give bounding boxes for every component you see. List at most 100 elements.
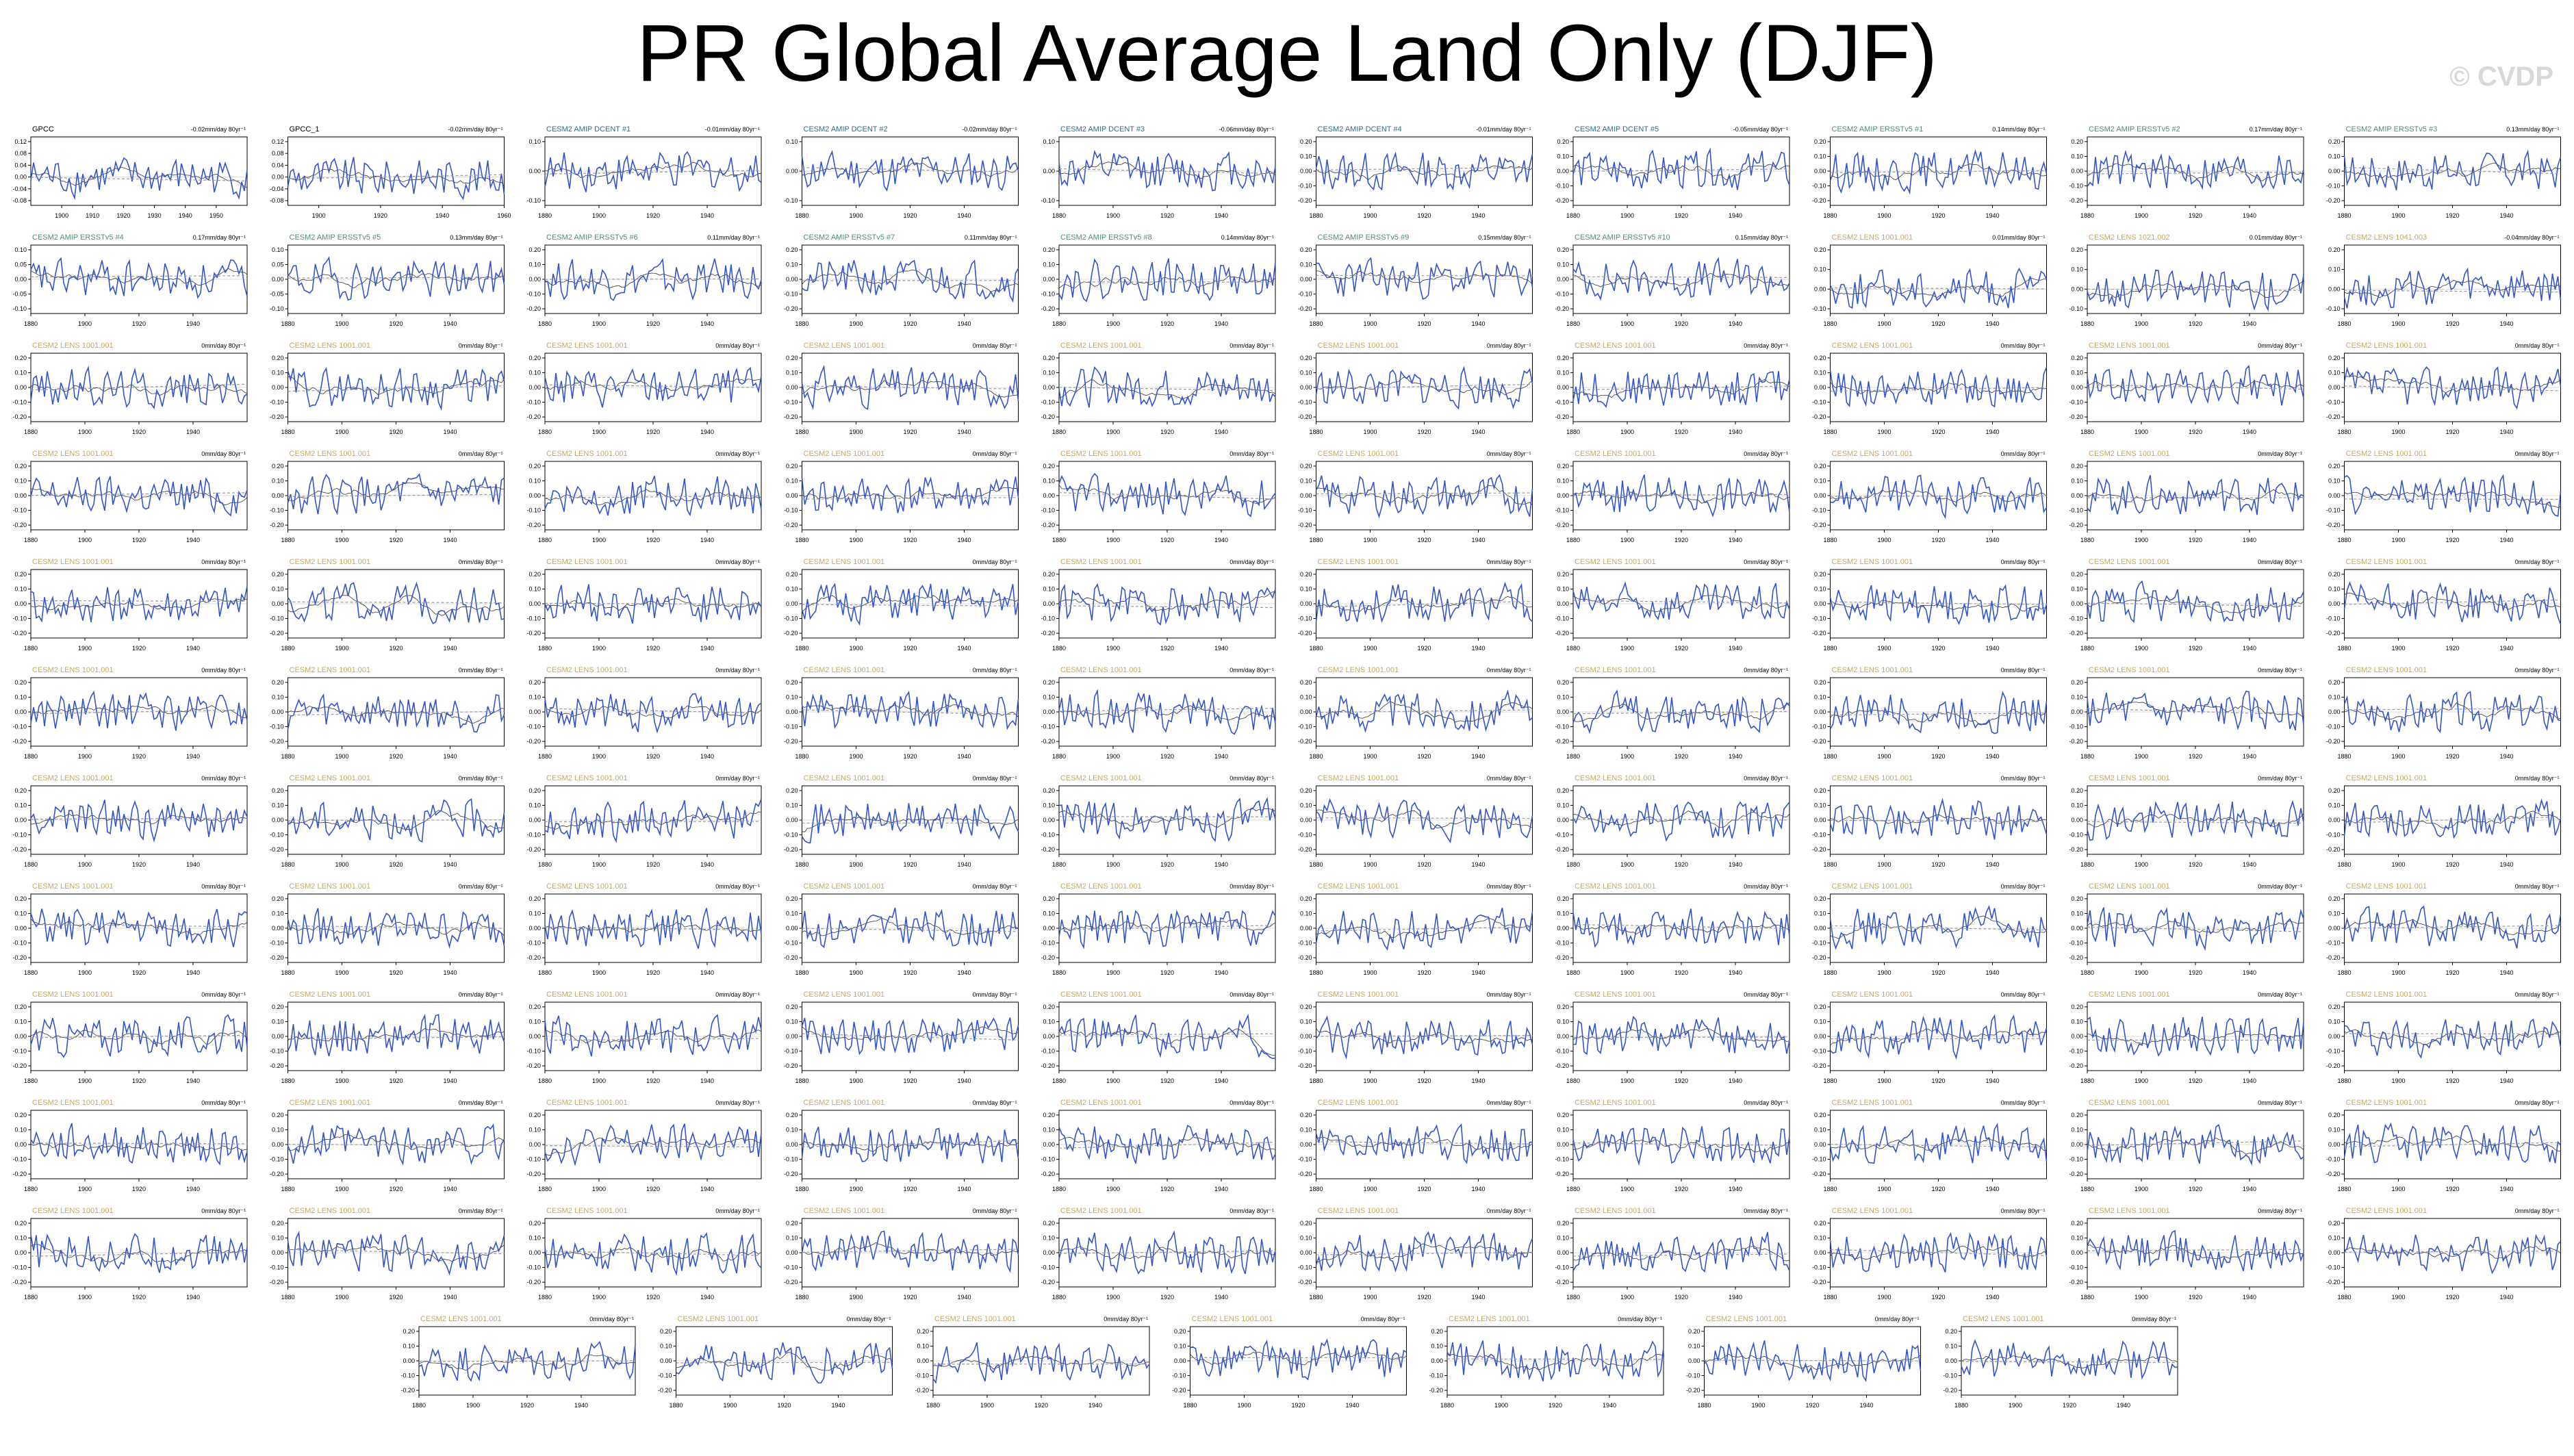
y-tick-label: 0.00: [1043, 1033, 1055, 1040]
x-tick-label: 1940: [1985, 861, 1999, 868]
panel-title: CESM2 LENS 1001.001: [290, 342, 371, 350]
x-tick-label: 1940: [2243, 861, 2256, 868]
trend-line: [544, 1250, 762, 1256]
panel-title: CESM2 AMIP ERSSTv5 #4: [32, 233, 124, 242]
x-tick-label: 1900: [1620, 645, 1634, 652]
x-tick-label: 1940: [1729, 212, 1742, 219]
y-tick-label: 0.00: [2071, 285, 2083, 292]
y-tick-label: 0.00: [2071, 168, 2083, 175]
x-tick-label: 1900: [1363, 753, 1377, 760]
series-line: [1058, 258, 1276, 303]
trend-line: [544, 602, 762, 605]
x-tick-label: 1900: [2135, 645, 2148, 652]
x-tick-label: 1900: [2009, 1402, 2022, 1409]
panel-title: CESM2 AMIP DCENT #3: [1060, 125, 1145, 133]
trend-line: [1058, 925, 1276, 930]
smoothed-series-line: [1572, 595, 1790, 613]
panel-title: CESM2 LENS 1001.001: [2089, 342, 2170, 350]
x-tick-label: 1920: [389, 645, 403, 652]
y-tick-label: 0.00: [1814, 708, 1826, 715]
x-tick-label: 1900: [335, 1186, 348, 1192]
x-tick-label: 1880: [2337, 1294, 2351, 1301]
x-tick-label: 1900: [1363, 861, 1377, 868]
series-line: [1829, 1122, 2048, 1164]
x-tick-label: 1920: [1417, 212, 1431, 219]
y-tick-label: 0.20: [1043, 1004, 1055, 1010]
y-tick-label: 0.10: [1043, 369, 1055, 376]
x-tick-label: 1880: [1052, 1294, 1066, 1301]
y-tick-label: -0.10: [526, 940, 541, 947]
panel-trend-label: 0mm/day 80yr⁻¹: [2001, 991, 2046, 998]
y-tick-label: 0.10: [1814, 153, 1826, 159]
panel-trend-label: 0mm/day 80yr⁻¹: [847, 1316, 891, 1323]
y-tick-label: 0.00: [1300, 168, 1312, 175]
panel-trend-label: 0mm/day 80yr⁻¹: [459, 667, 503, 674]
x-tick-label: 1940: [1729, 1294, 1742, 1301]
series-line: [30, 1233, 248, 1273]
panel-trend-label: 0mm/day 80yr⁻¹: [2001, 450, 2046, 457]
y-tick-label: 0.20: [1043, 246, 1055, 253]
panel-title: CESM2 LENS 1001.001: [1060, 991, 1142, 999]
x-tick-label: 1940: [443, 969, 457, 976]
x-tick-label: 1940: [1985, 1077, 1999, 1084]
x-tick-label: 1880: [1823, 645, 1837, 652]
panel-title: CESM2 AMIP ERSSTv5 #8: [1060, 233, 1152, 242]
x-tick-label: 1940: [2499, 753, 2513, 760]
y-tick-label: 0.00: [1814, 168, 1826, 175]
chart-panel: CESM2 LENS 1001.001 0mm/day 80yr⁻¹-0.20-0…: [1298, 991, 1533, 1084]
smoothed-series-line: [288, 810, 505, 830]
y-tick-label: 0.10: [1043, 477, 1055, 484]
x-tick-label: 1940: [2499, 320, 2513, 327]
x-tick-label: 1940: [700, 1077, 714, 1084]
y-tick-label: 0.00: [272, 1033, 284, 1040]
chart-panel: CESM2 LENS 1001.001 0mm/day 80yr⁻¹-0.20-0…: [2326, 991, 2562, 1084]
x-tick-label: 1900: [1363, 645, 1377, 652]
y-tick-label: 0.20: [2071, 355, 2083, 361]
x-tick-label: 1920: [389, 1294, 403, 1301]
y-tick-label: 0.20: [2071, 787, 2083, 794]
x-tick-label: 1880: [1566, 429, 1580, 435]
y-tick-label: -0.10: [658, 1372, 672, 1379]
y-tick-label: -0.20: [270, 630, 284, 637]
x-tick-label: 1940: [186, 645, 200, 652]
x-tick-label: 1920: [903, 1186, 917, 1192]
x-tick-label: 1880: [1823, 1077, 1837, 1084]
smoothed-series-line: [802, 816, 1019, 832]
x-tick-label: 1920: [903, 320, 917, 327]
trend-line: [1572, 711, 1790, 715]
x-tick-label: 1900: [849, 861, 863, 868]
x-tick-label: 1920: [1160, 861, 1174, 868]
x-tick-label: 1920: [2189, 429, 2202, 435]
panel-trend-label: 0mm/day 80yr⁻¹: [201, 342, 246, 349]
y-tick-label: 0.10: [2071, 1126, 2083, 1133]
panel-title: CESM2 AMIP ERSSTv5 #2: [2089, 125, 2180, 133]
y-tick-label: 0.20: [786, 787, 798, 794]
y-tick-label: 0.10: [786, 1018, 798, 1025]
trend-line: [2087, 926, 2304, 932]
series-line: [1572, 801, 1790, 842]
y-tick-label: 0.10: [917, 1342, 929, 1349]
y-tick-label: -0.10: [1555, 615, 1569, 622]
y-tick-label: -0.10: [784, 399, 798, 406]
smoothed-series-line: [30, 166, 248, 188]
y-tick-label: 0.00: [14, 492, 27, 499]
y-tick-label: 0.05: [14, 261, 27, 268]
x-tick-label: 1920: [2189, 1077, 2202, 1084]
y-tick-label: 0.20: [1557, 571, 1569, 578]
x-tick-label: 1880: [2080, 320, 2094, 327]
y-tick-label: 0.20: [1043, 1112, 1055, 1119]
panel-trend-label: 0mm/day 80yr⁻¹: [973, 1208, 1017, 1214]
y-tick-label: -0.10: [784, 940, 798, 947]
y-tick-label: -0.10: [1812, 1264, 1826, 1271]
y-tick-label: 0.00: [1688, 1357, 1700, 1364]
y-tick-label: 0.10: [1043, 1234, 1055, 1241]
y-tick-label: -0.20: [12, 522, 27, 528]
y-tick-label: -0.10: [12, 724, 27, 730]
x-tick-label: 1940: [1985, 429, 1999, 435]
series-line: [1829, 584, 2048, 626]
panel-title: CESM2 LENS 1001.001: [1318, 882, 1399, 891]
y-tick-label: 0.20: [1300, 895, 1312, 902]
series-line: [288, 798, 505, 843]
panel-title: CESM2 LENS 1001.001: [546, 774, 628, 782]
y-tick-label: -0.20: [526, 630, 541, 637]
